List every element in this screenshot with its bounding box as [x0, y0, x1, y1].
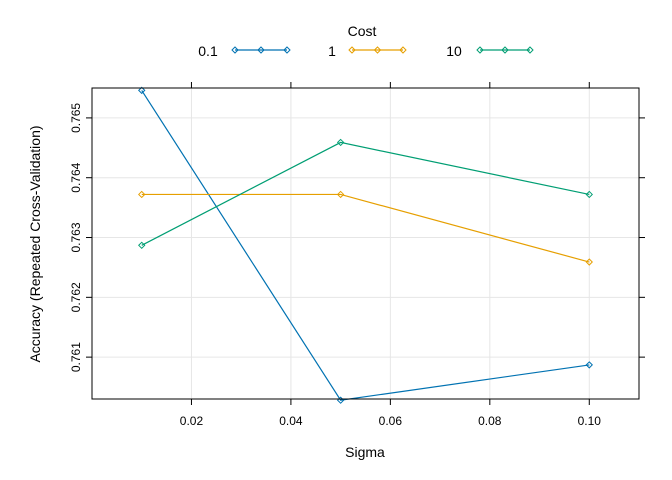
- legend-item-10: 10: [446, 43, 534, 59]
- series-point: [138, 190, 146, 199]
- y-tick-label: 0.765: [69, 103, 83, 133]
- plot-frame: [91, 87, 640, 400]
- series-0.1: [138, 86, 593, 404]
- x-tick-label: 0.04: [279, 414, 303, 428]
- legend: Cost 0.1 1 10: [198, 23, 534, 59]
- series-line: [141, 141, 590, 246]
- series-point: [585, 361, 593, 369]
- y-tick-label: 0.763: [69, 222, 83, 252]
- series-line: [141, 90, 590, 401]
- series-point: [138, 241, 146, 250]
- axis-ticks: 0.02 0.04 0.06 0.08 0.10 0.761 0.762 0.763 0.764…: [69, 82, 645, 428]
- legend-label: 0.1: [198, 43, 218, 59]
- series-10: [138, 138, 593, 250]
- x-tick-label: 0.06: [379, 414, 403, 428]
- legend-marker: [399, 46, 407, 54]
- legend-marker: [476, 46, 484, 54]
- legend-marker: [348, 46, 356, 54]
- y-axis-title: Accuracy (Repeated Cross-Validation): [27, 125, 43, 362]
- legend-marker: [231, 46, 239, 54]
- x-tick-label: 0.10: [578, 414, 602, 428]
- legend-marker: [501, 46, 509, 54]
- x-axis-title: Sigma: [345, 444, 385, 460]
- y-tick-label: 0.762: [69, 282, 83, 312]
- series-point: [585, 258, 593, 266]
- x-tick-label: 0.08: [478, 414, 502, 428]
- series-point: [585, 190, 593, 199]
- series-layer: [138, 86, 593, 404]
- series-point: [336, 138, 345, 147]
- legend-item-1: 1: [328, 43, 407, 59]
- legend-label: 10: [446, 43, 462, 59]
- legend-marker: [257, 46, 265, 54]
- series-line: [141, 193, 590, 263]
- x-tick-label: 0.02: [180, 414, 204, 428]
- series-1: [138, 190, 593, 266]
- legend-marker: [373, 46, 382, 54]
- series-point: [336, 190, 345, 199]
- legend-item-0.1: 0.1: [198, 43, 291, 59]
- y-tick-label: 0.764: [69, 162, 83, 192]
- legend-label: 1: [328, 43, 336, 59]
- legend-marker: [526, 46, 534, 54]
- y-tick-label: 0.761: [69, 342, 83, 372]
- series-point: [138, 86, 146, 95]
- legend-marker: [283, 46, 291, 54]
- grid-lines: [92, 88, 639, 399]
- legend-title: Cost: [348, 23, 377, 39]
